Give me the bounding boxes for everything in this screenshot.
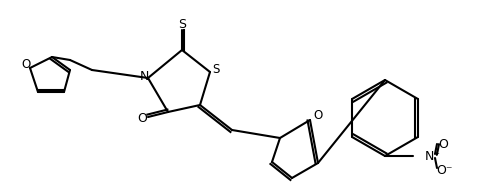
Text: S: S xyxy=(212,63,219,76)
Text: O: O xyxy=(313,109,322,123)
Text: O⁻: O⁻ xyxy=(436,163,453,177)
Text: O: O xyxy=(137,113,147,125)
Text: O: O xyxy=(437,137,447,151)
Text: N⁺: N⁺ xyxy=(424,150,440,163)
Text: O: O xyxy=(21,58,30,71)
Text: S: S xyxy=(178,18,186,30)
Text: N: N xyxy=(139,70,149,84)
